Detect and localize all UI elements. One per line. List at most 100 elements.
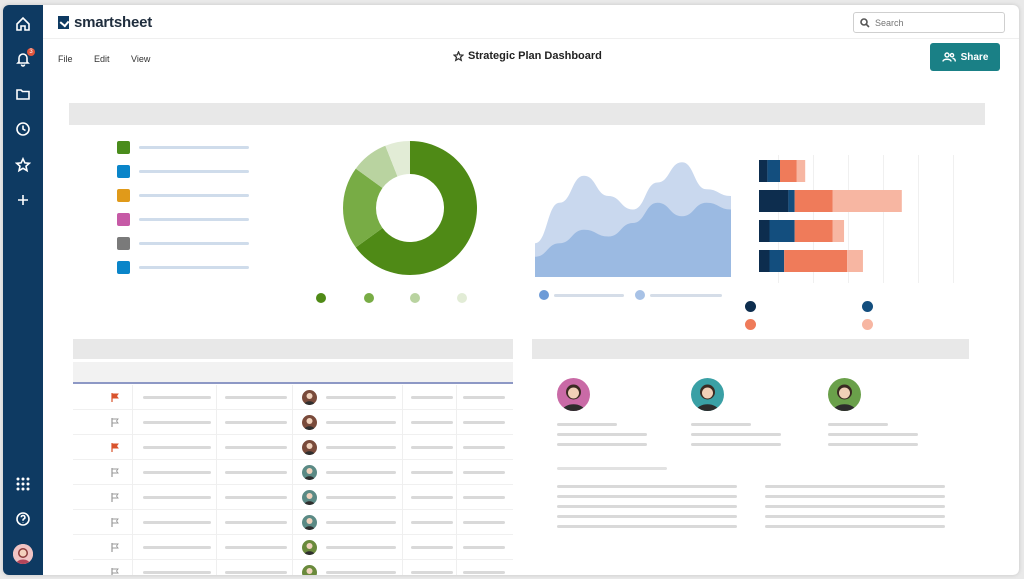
person-detail-line bbox=[691, 423, 751, 426]
cell-placeholder bbox=[411, 471, 453, 474]
bell-icon[interactable] bbox=[14, 50, 32, 68]
bar-legend-dot bbox=[862, 319, 873, 330]
flag-icon[interactable] bbox=[111, 418, 119, 427]
search-box[interactable] bbox=[853, 12, 1005, 33]
cell-placeholder bbox=[225, 496, 287, 499]
person-detail-line bbox=[828, 443, 918, 446]
bar-segment[interactable] bbox=[780, 160, 797, 182]
area-chart bbox=[535, 162, 731, 277]
cell-placeholder bbox=[225, 396, 287, 399]
plus-icon[interactable] bbox=[14, 191, 32, 209]
flag-icon[interactable] bbox=[111, 568, 119, 575]
page-title: Strategic Plan Dashboard bbox=[453, 50, 602, 62]
row-avatar bbox=[302, 415, 317, 430]
bar-legend-dot bbox=[745, 319, 756, 330]
favorite-star-icon[interactable] bbox=[453, 50, 464, 62]
flag-icon[interactable] bbox=[111, 468, 119, 477]
share-button[interactable]: Share bbox=[930, 43, 1000, 71]
folder-icon[interactable] bbox=[14, 85, 32, 103]
bar-segment[interactable] bbox=[759, 190, 789, 212]
bar-segment[interactable] bbox=[832, 220, 845, 242]
donut-slice[interactable] bbox=[355, 145, 398, 189]
person-avatar[interactable] bbox=[557, 378, 590, 411]
table-row[interactable] bbox=[73, 511, 513, 535]
area-legend-line bbox=[554, 294, 624, 297]
search-input[interactable] bbox=[875, 17, 995, 28]
table-row[interactable] bbox=[73, 536, 513, 560]
table-row[interactable] bbox=[73, 411, 513, 435]
table-row[interactable] bbox=[73, 386, 513, 410]
bar-segment[interactable] bbox=[794, 190, 833, 212]
bar-segment[interactable] bbox=[832, 190, 902, 212]
bar-segment[interactable] bbox=[767, 160, 780, 182]
menu-edit[interactable]: Edit bbox=[94, 54, 110, 64]
cell-placeholder bbox=[143, 421, 211, 424]
flag-icon[interactable] bbox=[111, 443, 119, 452]
flag-icon[interactable] bbox=[111, 393, 119, 402]
legend-line bbox=[139, 266, 249, 269]
bar-segment[interactable] bbox=[847, 250, 863, 272]
cell-placeholder bbox=[143, 496, 211, 499]
legend-swatch bbox=[117, 189, 130, 202]
clock-icon[interactable] bbox=[14, 120, 32, 138]
user-avatar[interactable] bbox=[13, 544, 33, 564]
bar-segment[interactable] bbox=[759, 160, 768, 182]
menu-view[interactable]: View bbox=[131, 54, 151, 64]
help-icon[interactable] bbox=[14, 510, 32, 528]
table-row[interactable] bbox=[73, 561, 513, 575]
cell-placeholder bbox=[463, 521, 505, 524]
smartsheet-logo-icon bbox=[58, 16, 69, 29]
document-title: Strategic Plan Dashboard bbox=[468, 50, 602, 62]
cell-placeholder bbox=[463, 546, 505, 549]
legend-swatch bbox=[117, 237, 130, 250]
cell-placeholder bbox=[326, 546, 396, 549]
bar-segment[interactable] bbox=[796, 160, 806, 182]
users-icon bbox=[941, 52, 956, 62]
cell-placeholder bbox=[326, 396, 396, 399]
bar-segment[interactable] bbox=[788, 190, 795, 212]
bar-segment[interactable] bbox=[794, 220, 833, 242]
donut-slice[interactable] bbox=[385, 141, 410, 177]
bar-segment[interactable] bbox=[784, 250, 848, 272]
flag-icon[interactable] bbox=[111, 518, 119, 527]
donut-legend-dot bbox=[457, 293, 467, 303]
logo[interactable]: smartsheet bbox=[58, 14, 152, 31]
donut-legend-dot bbox=[410, 293, 420, 303]
bar-segment[interactable] bbox=[769, 220, 795, 242]
menu-file[interactable]: File bbox=[58, 54, 73, 64]
apps-icon[interactable] bbox=[14, 475, 32, 493]
cell-placeholder bbox=[326, 521, 396, 524]
area-series[interactable] bbox=[535, 202, 731, 277]
flag-icon[interactable] bbox=[111, 493, 119, 502]
table-row[interactable] bbox=[73, 461, 513, 485]
person-avatar[interactable] bbox=[828, 378, 861, 411]
donut-slice[interactable] bbox=[355, 141, 477, 275]
table-row[interactable] bbox=[73, 486, 513, 510]
person-avatar[interactable] bbox=[691, 378, 724, 411]
star-icon[interactable] bbox=[14, 156, 32, 174]
home-icon[interactable] bbox=[14, 15, 32, 33]
person-detail-line bbox=[691, 443, 781, 446]
cell-placeholder bbox=[225, 421, 287, 424]
cell-placeholder bbox=[225, 446, 287, 449]
cell-placeholder bbox=[326, 446, 396, 449]
bar-segment[interactable] bbox=[769, 250, 785, 272]
donut-legend-dot bbox=[364, 293, 374, 303]
grid-header-divider bbox=[73, 382, 513, 384]
cell-placeholder bbox=[225, 471, 287, 474]
cell-placeholder bbox=[326, 421, 396, 424]
cell-placeholder bbox=[326, 496, 396, 499]
cell-placeholder bbox=[411, 496, 453, 499]
cell-placeholder bbox=[411, 421, 453, 424]
area-legend-line bbox=[650, 294, 722, 297]
legend-swatch bbox=[117, 165, 130, 178]
dashboard-header-bar bbox=[69, 103, 985, 125]
bar-segment[interactable] bbox=[759, 250, 770, 272]
app-name: smartsheet bbox=[74, 14, 153, 31]
donut-slice[interactable] bbox=[343, 168, 383, 248]
table-row[interactable] bbox=[73, 436, 513, 460]
legend-swatch bbox=[117, 141, 130, 154]
flag-icon[interactable] bbox=[111, 543, 119, 552]
bar-segment[interactable] bbox=[759, 220, 770, 242]
cell-placeholder bbox=[143, 571, 211, 574]
